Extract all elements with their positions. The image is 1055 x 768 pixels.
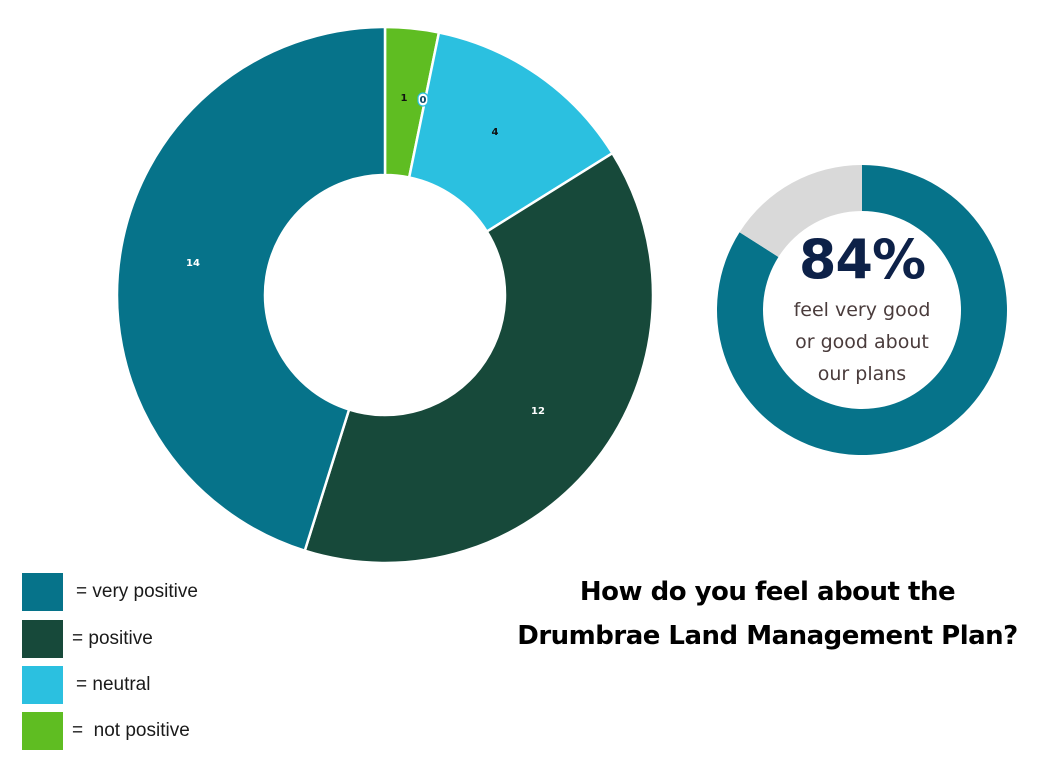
donut-slice xyxy=(115,25,387,552)
legend-item-not-positive: = not positive xyxy=(22,712,282,750)
legend-label: = positive xyxy=(72,628,153,649)
donut-slice xyxy=(303,151,655,565)
kpi-caption-line1: feel very good xyxy=(793,299,931,321)
legend-swatch xyxy=(22,620,63,658)
legend-item-positive: = positive xyxy=(22,620,282,658)
legend-label: = neutral xyxy=(76,674,151,695)
legend-swatch xyxy=(22,666,63,704)
slice-label-not-positive: 1 xyxy=(401,93,408,104)
kpi-caption-line2: or good about xyxy=(795,331,929,353)
donut-slice xyxy=(739,165,862,257)
slice-label-positive: 12 xyxy=(531,406,545,417)
legend-swatch xyxy=(22,573,63,611)
legend-item-very-positive: = very positive xyxy=(22,573,282,611)
kpi-donut-slices xyxy=(717,165,1007,455)
legend-label: = very positive xyxy=(76,581,198,602)
kpi-donut-chart xyxy=(717,165,1007,455)
svg-text:0: 0 xyxy=(420,95,427,106)
donut-slice xyxy=(717,165,1007,455)
main-donut-chart: 1 0 4 12 14 xyxy=(115,25,655,565)
kpi-caption-line3: our plans xyxy=(817,363,907,385)
donut-slice xyxy=(407,31,614,233)
chart-title-line2: Drumbrae Land Management Plan? xyxy=(517,621,1018,651)
slice-label-neutral: 4 xyxy=(492,127,499,138)
chart-title-line1: How do you feel about the xyxy=(579,577,956,607)
slice-label-very-positive: 14 xyxy=(186,258,200,269)
legend-item-neutral: = neutral xyxy=(22,666,282,704)
main-donut-slices xyxy=(115,25,655,565)
slice-label-zero: 0 xyxy=(417,92,429,107)
legend-swatch xyxy=(22,712,63,750)
kpi-percentage: 84% xyxy=(798,228,926,291)
chart-title: How do you feel about the Drumbrae Land … xyxy=(490,570,1045,658)
legend-label: = not positive xyxy=(72,720,190,741)
